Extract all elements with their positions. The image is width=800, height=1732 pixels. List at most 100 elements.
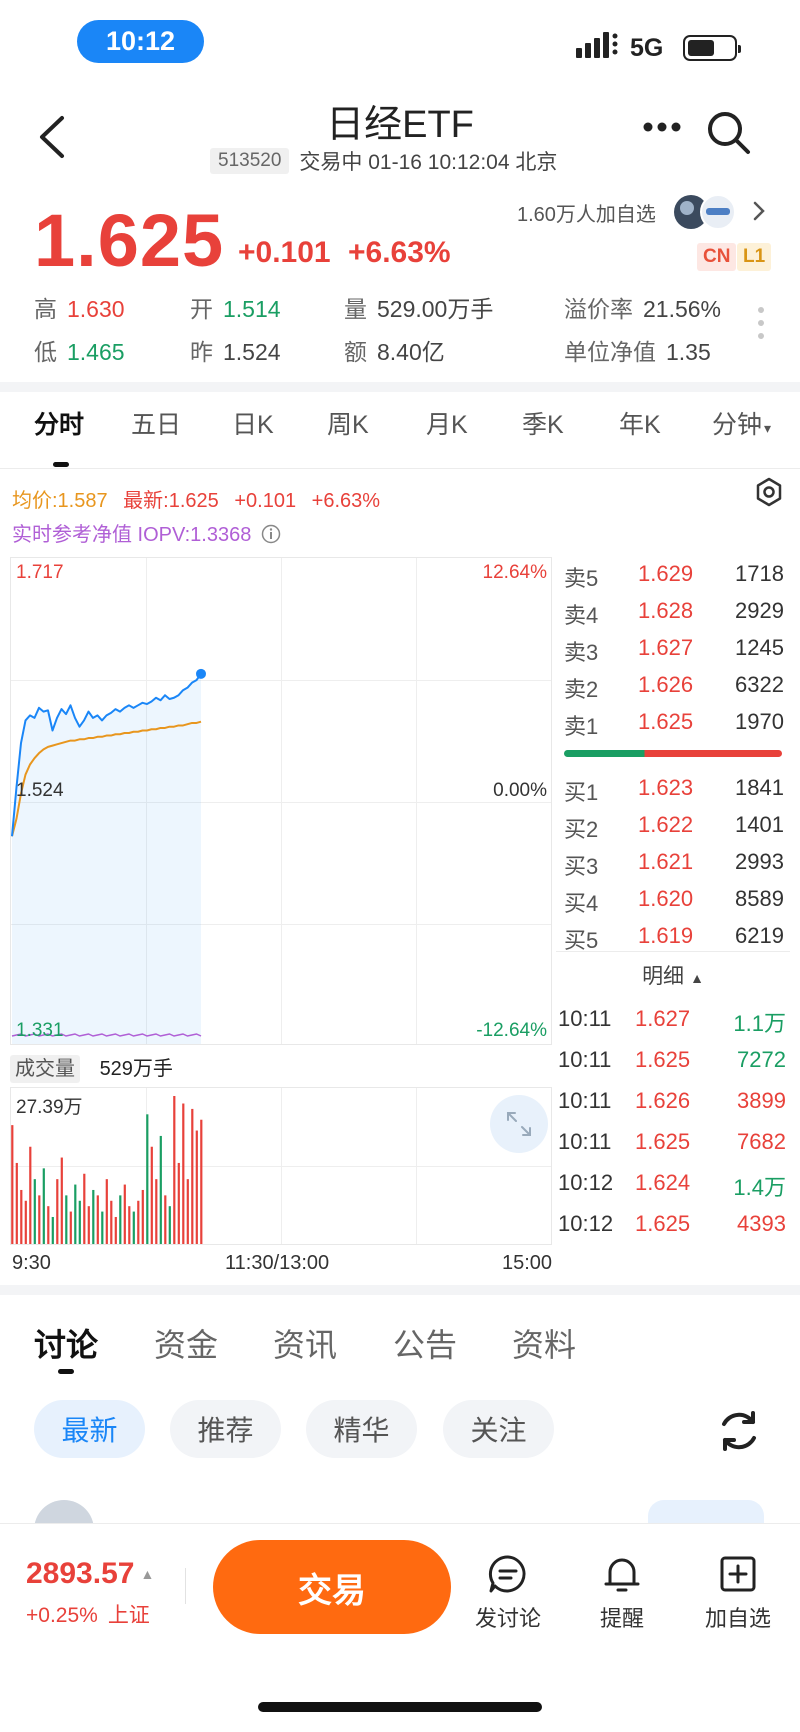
- volume-bar: [20, 1189, 23, 1244]
- tab-weekly-k[interactable]: 周K: [327, 411, 369, 439]
- volume-bar: [24, 1200, 27, 1244]
- volume-bar: [195, 1130, 198, 1244]
- trade-button[interactable]: 交易: [213, 1540, 451, 1634]
- battery-icon: [683, 35, 741, 61]
- volume-bar: [38, 1195, 41, 1244]
- status-line: 513520 交易中 01-16 10:12:04 北京: [210, 146, 557, 176]
- bid-row[interactable]: 买4 1.620 8589: [564, 886, 784, 916]
- tab-daily-k[interactable]: 日K: [232, 411, 274, 439]
- stat-high: 高 1.630: [34, 296, 125, 322]
- chip-following[interactable]: 关注: [443, 1400, 554, 1458]
- volume-chart[interactable]: 27.39万: [10, 1087, 552, 1245]
- ask-row[interactable]: 卖1 1.625 1970: [564, 709, 784, 739]
- volume-bar: [114, 1216, 117, 1244]
- follower-avatars[interactable]: [672, 193, 740, 231]
- volume-bar: [11, 1125, 14, 1244]
- tab-monthly-k[interactable]: 月K: [426, 411, 468, 439]
- iopv-line: [11, 1033, 202, 1037]
- volume-tag[interactable]: 成交量: [10, 1055, 80, 1083]
- chip-recommended[interactable]: 推荐: [170, 1400, 281, 1458]
- bid-row[interactable]: 买5 1.619 6219: [564, 923, 784, 953]
- page-title: 日经ETF: [326, 104, 474, 146]
- volume-bar: [200, 1119, 203, 1244]
- tab-announcements[interactable]: 公告: [393, 1327, 458, 1363]
- price-plot: [11, 668, 206, 1044]
- tab-minute[interactable]: 分钟 ▾: [712, 411, 772, 439]
- trading-status: 交易中 01-16 10:12:04 北京: [299, 151, 558, 174]
- volume-bar: [33, 1179, 36, 1244]
- volume-bar: [177, 1162, 180, 1244]
- ask-row[interactable]: 卖4 1.628 2929: [564, 598, 784, 628]
- intraday-chart[interactable]: 1.717 1.524 1.331 12.64% 0.00% -12.64%: [10, 557, 552, 1045]
- bid-row[interactable]: 买1 1.623 1841: [564, 775, 784, 805]
- tab-intraday[interactable]: 分时: [34, 411, 85, 439]
- refresh-icon[interactable]: [716, 1408, 762, 1454]
- volume-bar: [47, 1206, 50, 1244]
- ask-row[interactable]: 卖2 1.626 6322: [564, 672, 784, 702]
- followers-count[interactable]: 1.60万人加自选: [517, 204, 656, 226]
- search-icon[interactable]: [706, 110, 752, 156]
- ask-row[interactable]: 卖3 1.627 1245: [564, 635, 784, 665]
- back-arrow-icon[interactable]: [34, 112, 74, 162]
- chevron-right-icon[interactable]: [752, 200, 766, 222]
- volume-bar: [56, 1179, 59, 1244]
- volume-bar: [146, 1114, 149, 1244]
- tab-profile[interactable]: 资料: [512, 1327, 577, 1363]
- volume-bar: [168, 1206, 171, 1244]
- more-stats-icon[interactable]: [756, 306, 766, 340]
- tab-funds[interactable]: 资金: [154, 1327, 219, 1363]
- volume-bar: [78, 1200, 81, 1244]
- volume-bar: [186, 1179, 189, 1244]
- stat-premium: 溢价率 21.56%: [564, 296, 722, 322]
- volume-bar: [105, 1179, 108, 1244]
- expand-chart-button[interactable]: [490, 1095, 548, 1153]
- post-follow-button[interactable]: [648, 1500, 764, 1526]
- tab-quarterly-k[interactable]: 季K: [522, 411, 564, 439]
- info-icon[interactable]: [261, 524, 281, 544]
- cn-tag: CN: [697, 243, 737, 271]
- post-discussion-button[interactable]: 发讨论: [458, 1553, 558, 1633]
- signal-icon: [576, 32, 618, 58]
- volume-bar: [69, 1211, 72, 1244]
- pct-label-top: 12.64%: [482, 562, 547, 583]
- tab-yearly-k[interactable]: 年K: [619, 411, 661, 439]
- add-watchlist-button[interactable]: 加自选: [688, 1553, 788, 1633]
- add-square-icon: [720, 1556, 756, 1592]
- tab-five-day[interactable]: 五日: [131, 411, 182, 439]
- stat-open: 开 1.514: [190, 296, 281, 322]
- tab-discussion[interactable]: 讨论: [34, 1327, 99, 1363]
- expand-icon: [507, 1112, 531, 1136]
- volume-bar: [173, 1096, 176, 1244]
- volume-bar: [51, 1216, 54, 1244]
- chat-icon: [488, 1555, 526, 1593]
- bid-row[interactable]: 买3 1.621 2993: [564, 849, 784, 879]
- detail-toggle[interactable]: 明细 ▲: [642, 965, 704, 988]
- network-label: 5G: [630, 34, 664, 62]
- index-change[interactable]: +0.25% 上证: [26, 1604, 150, 1627]
- bid-row[interactable]: 买2 1.622 1401: [564, 812, 784, 842]
- volume-bar: [74, 1184, 77, 1244]
- price-change-pct: +6.63%: [348, 236, 451, 269]
- volume-bar: [191, 1108, 194, 1244]
- alert-button[interactable]: 提醒: [572, 1553, 672, 1633]
- price-area: [12, 673, 201, 1044]
- tab-indicator: [53, 462, 69, 467]
- chip-featured[interactable]: 精华: [306, 1400, 417, 1458]
- buy-sell-balance-bar: [564, 750, 782, 757]
- bell-icon: [604, 1558, 640, 1592]
- volume-bar: [155, 1179, 158, 1244]
- discussion-tab-indicator: [58, 1369, 74, 1374]
- more-icon[interactable]: [642, 120, 682, 134]
- ask-row[interactable]: 卖5 1.629 1718: [564, 561, 784, 591]
- y-label-top: 1.717: [16, 562, 64, 583]
- tabs-divider: [0, 468, 800, 469]
- y-label-mid: 1.524: [16, 780, 64, 801]
- l1-tag[interactable]: L1: [737, 243, 772, 271]
- tab-news[interactable]: 资讯: [273, 1327, 338, 1363]
- index-value[interactable]: 2893.57 ▲: [26, 1557, 155, 1590]
- volume-total: 529万手: [99, 1058, 173, 1080]
- latest-point: [196, 668, 206, 679]
- chart-settings-icon[interactable]: [754, 477, 784, 507]
- chip-latest[interactable]: 最新: [34, 1400, 145, 1458]
- volume-bar: [119, 1195, 122, 1244]
